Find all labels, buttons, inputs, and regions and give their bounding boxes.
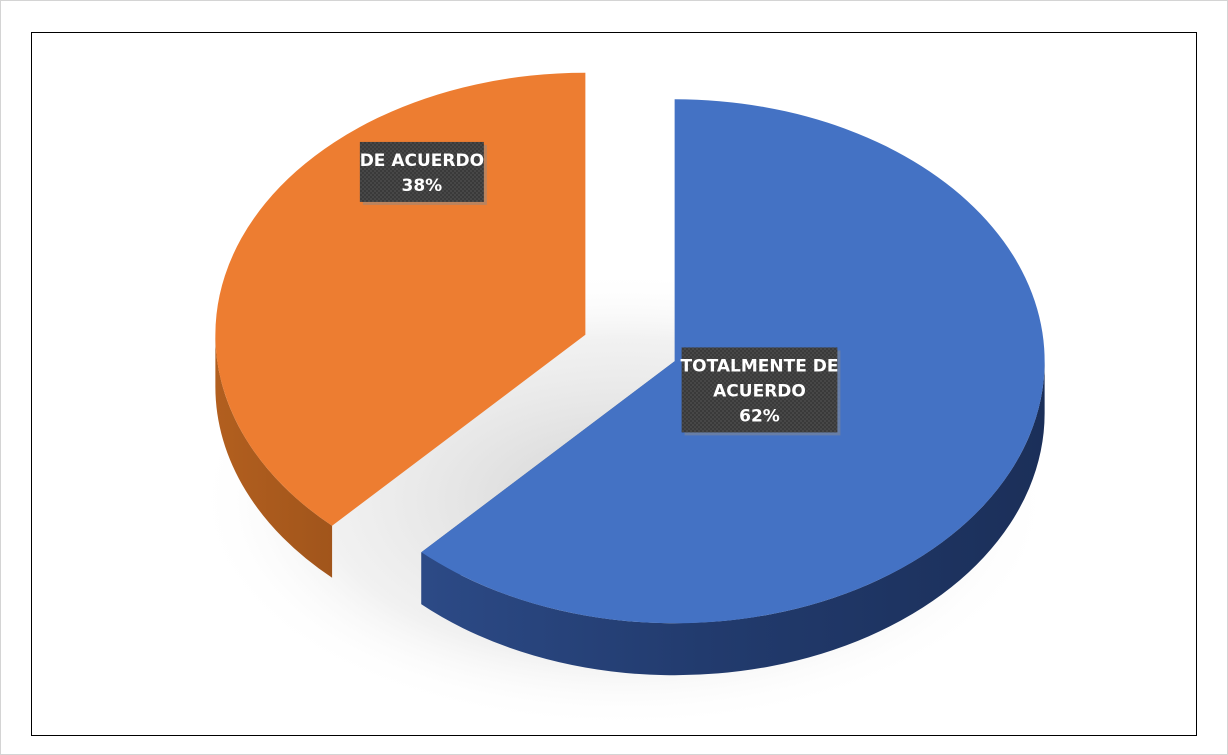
- slice-side-wall: [421, 361, 1045, 676]
- data-label-percent: 62%: [739, 406, 780, 426]
- slice-top: [215, 72, 586, 526]
- data-label-percent: 38%: [402, 176, 443, 196]
- slice-side-wall: [215, 334, 333, 578]
- data-label-category: ACUERDO: [713, 381, 806, 401]
- slice-de-acuerdo: [215, 72, 586, 578]
- data-label-category: TOTALMENTE DE: [681, 356, 839, 376]
- data-label-category: DE ACUERDO: [360, 151, 484, 171]
- data-labels: TOTALMENTE DE ACUERDO 62% DE ACUERDO 38%: [360, 141, 841, 436]
- data-label-de-acuerdo: DE ACUERDO 38%: [360, 141, 487, 205]
- data-label-totalmente-de-acuerdo: TOTALMENTE DE ACUERDO 62%: [681, 347, 841, 436]
